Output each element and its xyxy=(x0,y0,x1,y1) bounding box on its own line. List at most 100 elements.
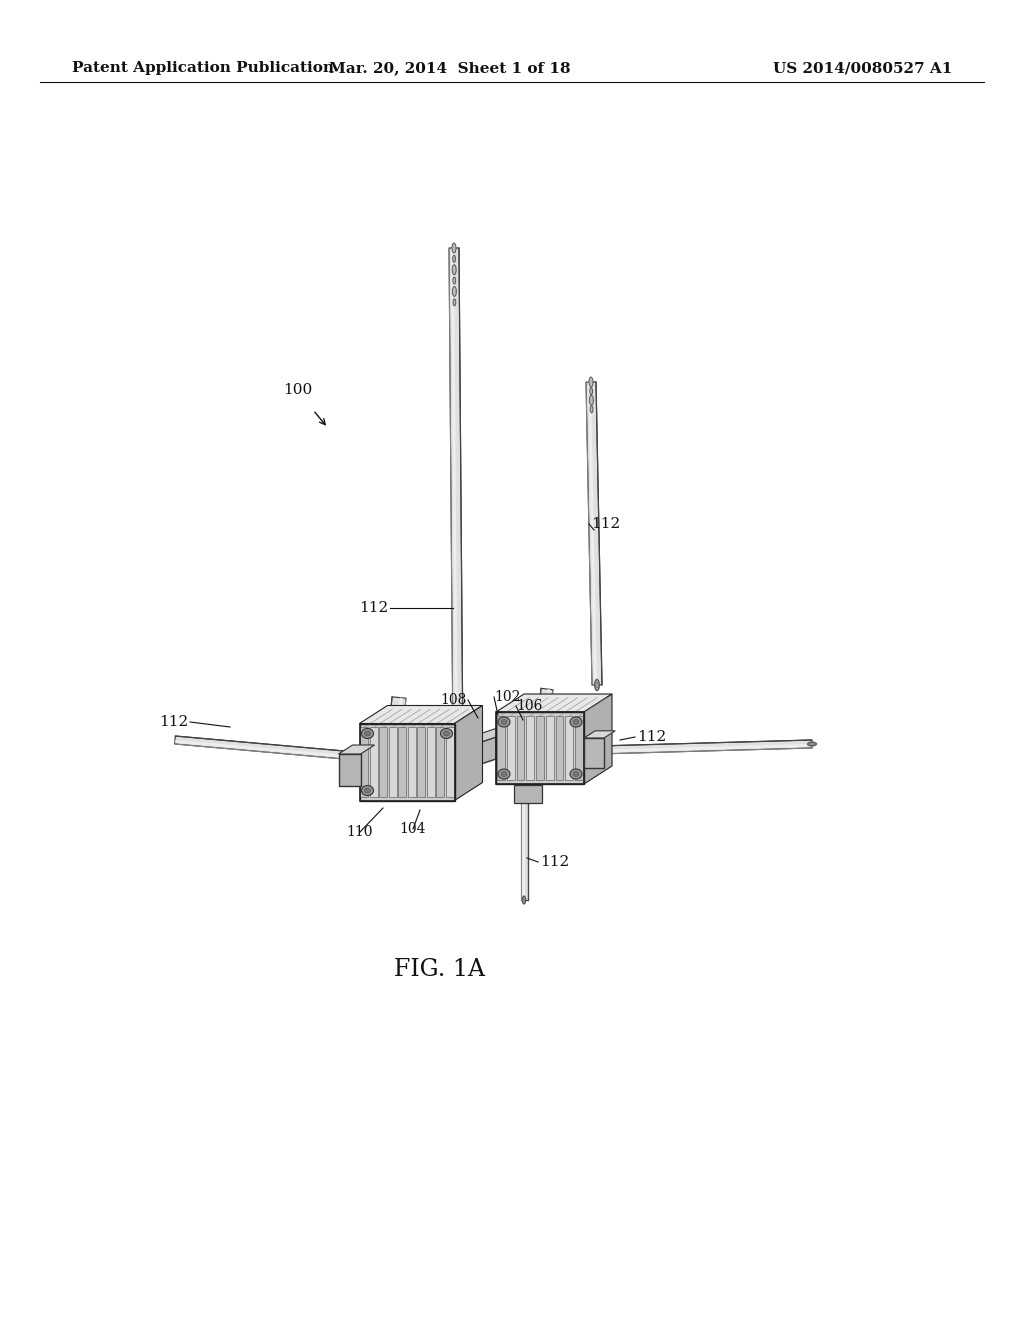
Polygon shape xyxy=(539,688,553,708)
Ellipse shape xyxy=(590,388,593,395)
Ellipse shape xyxy=(365,788,371,793)
Ellipse shape xyxy=(453,265,456,275)
Ellipse shape xyxy=(498,770,510,779)
Ellipse shape xyxy=(361,729,374,738)
Ellipse shape xyxy=(394,711,399,726)
Bar xyxy=(556,715,563,780)
Bar xyxy=(427,727,434,797)
Polygon shape xyxy=(520,803,527,900)
Ellipse shape xyxy=(457,752,459,758)
Ellipse shape xyxy=(390,756,400,763)
Ellipse shape xyxy=(394,710,400,725)
Ellipse shape xyxy=(452,243,456,253)
Ellipse shape xyxy=(453,255,456,263)
Text: 112: 112 xyxy=(358,601,388,615)
Polygon shape xyxy=(584,738,604,768)
Text: 112: 112 xyxy=(637,730,667,744)
Bar xyxy=(398,727,407,797)
Bar xyxy=(537,715,544,780)
Ellipse shape xyxy=(523,898,525,902)
Text: 102: 102 xyxy=(494,690,520,704)
Bar xyxy=(516,715,524,780)
Bar xyxy=(436,727,444,797)
Bar xyxy=(389,727,396,797)
Ellipse shape xyxy=(543,700,548,711)
Bar xyxy=(408,727,416,797)
Ellipse shape xyxy=(453,286,457,297)
Bar xyxy=(565,715,573,780)
Text: FIG. 1A: FIG. 1A xyxy=(394,958,485,982)
Ellipse shape xyxy=(570,717,582,727)
Polygon shape xyxy=(584,694,612,784)
Ellipse shape xyxy=(440,729,453,738)
Text: Mar. 20, 2014  Sheet 1 of 18: Mar. 20, 2014 Sheet 1 of 18 xyxy=(329,61,570,75)
Polygon shape xyxy=(390,697,406,719)
Ellipse shape xyxy=(365,731,371,737)
Ellipse shape xyxy=(453,298,456,306)
Bar xyxy=(575,715,583,780)
Polygon shape xyxy=(339,744,375,754)
Ellipse shape xyxy=(501,719,507,725)
Ellipse shape xyxy=(431,762,436,764)
Ellipse shape xyxy=(456,750,460,760)
Ellipse shape xyxy=(544,702,547,710)
Ellipse shape xyxy=(395,713,399,723)
Ellipse shape xyxy=(570,770,582,779)
Ellipse shape xyxy=(543,701,548,713)
Polygon shape xyxy=(563,741,812,755)
Polygon shape xyxy=(449,248,463,755)
Text: US 2014/0080527 A1: US 2014/0080527 A1 xyxy=(773,61,952,75)
Text: 112: 112 xyxy=(591,517,621,531)
Ellipse shape xyxy=(430,762,438,764)
Ellipse shape xyxy=(590,395,593,405)
Polygon shape xyxy=(455,737,496,774)
Polygon shape xyxy=(586,381,602,685)
Bar xyxy=(546,715,554,780)
Text: 110: 110 xyxy=(347,825,374,840)
Ellipse shape xyxy=(453,277,456,284)
Text: 104: 104 xyxy=(399,822,426,836)
Ellipse shape xyxy=(424,760,431,764)
Ellipse shape xyxy=(589,378,593,387)
Polygon shape xyxy=(339,754,360,785)
Ellipse shape xyxy=(428,760,439,766)
Polygon shape xyxy=(584,731,615,738)
Ellipse shape xyxy=(522,896,525,904)
Text: 112: 112 xyxy=(159,715,188,729)
Ellipse shape xyxy=(361,785,374,796)
Text: 100: 100 xyxy=(283,383,312,397)
Bar xyxy=(526,715,535,780)
Text: 112: 112 xyxy=(540,855,569,869)
Text: Patent Application Publication: Patent Application Publication xyxy=(72,61,334,75)
Polygon shape xyxy=(175,737,434,767)
Text: 106: 106 xyxy=(516,700,543,713)
Ellipse shape xyxy=(501,771,507,776)
Ellipse shape xyxy=(498,717,510,727)
Bar xyxy=(497,715,505,780)
Ellipse shape xyxy=(595,680,599,690)
Ellipse shape xyxy=(402,758,414,763)
Ellipse shape xyxy=(416,759,427,764)
Polygon shape xyxy=(455,719,524,751)
Polygon shape xyxy=(496,711,584,784)
Text: 108: 108 xyxy=(440,693,467,708)
Polygon shape xyxy=(496,694,612,711)
Ellipse shape xyxy=(808,742,816,746)
Bar xyxy=(418,727,425,797)
Bar xyxy=(370,727,378,797)
Ellipse shape xyxy=(590,405,593,413)
Bar xyxy=(507,715,515,780)
Bar xyxy=(360,727,368,797)
Polygon shape xyxy=(359,723,455,800)
Bar xyxy=(445,727,454,797)
Ellipse shape xyxy=(443,731,450,737)
Ellipse shape xyxy=(395,711,399,722)
Bar xyxy=(380,727,387,797)
Polygon shape xyxy=(359,705,482,723)
Ellipse shape xyxy=(810,743,814,744)
Polygon shape xyxy=(455,705,482,800)
Ellipse shape xyxy=(573,771,579,776)
Ellipse shape xyxy=(411,759,419,763)
Ellipse shape xyxy=(398,758,406,762)
Ellipse shape xyxy=(596,682,598,688)
